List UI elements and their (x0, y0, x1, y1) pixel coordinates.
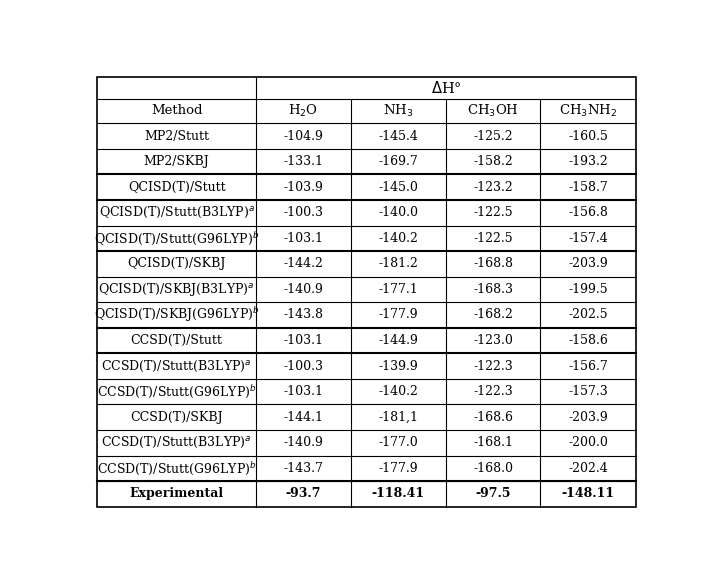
Text: -202.4: -202.4 (568, 462, 608, 475)
Text: -97.5: -97.5 (475, 487, 511, 501)
Text: -177.9: -177.9 (378, 462, 418, 475)
Text: CCSD(T)/SKBJ: CCSD(T)/SKBJ (130, 411, 223, 424)
Text: MP2/Stutt: MP2/Stutt (144, 129, 209, 143)
Text: -140.2: -140.2 (378, 385, 418, 398)
Text: -158.2: -158.2 (473, 155, 513, 168)
Text: -122.5: -122.5 (473, 206, 513, 219)
Text: -140.9: -140.9 (283, 283, 323, 296)
Text: -168.8: -168.8 (473, 257, 513, 271)
Text: -168.6: -168.6 (473, 411, 513, 424)
Text: CCSD(T)/Stutt(B3LYP)$^a$: CCSD(T)/Stutt(B3LYP)$^a$ (102, 435, 252, 450)
Text: -181.2: -181.2 (378, 257, 418, 271)
Text: -203.9: -203.9 (568, 257, 608, 271)
Text: -140.9: -140.9 (283, 436, 323, 449)
Text: CCSD(T)/Stutt(B3LYP)$^a$: CCSD(T)/Stutt(B3LYP)$^a$ (102, 358, 252, 373)
Text: -118.41: -118.41 (372, 487, 425, 501)
Text: -144.2: -144.2 (283, 257, 323, 271)
Text: -122.3: -122.3 (473, 360, 513, 373)
Text: -203.9: -203.9 (568, 411, 608, 424)
Text: -177.9: -177.9 (378, 309, 418, 321)
Text: -168.0: -168.0 (473, 462, 513, 475)
Text: -122.3: -122.3 (473, 385, 513, 398)
Text: -133.1: -133.1 (283, 155, 323, 168)
Text: CCSD(T)/Stutt(G96LYP)$^b$: CCSD(T)/Stutt(G96LYP)$^b$ (97, 460, 257, 477)
Text: -168.3: -168.3 (473, 283, 513, 296)
Text: -100.3: -100.3 (283, 360, 323, 373)
Text: -145.0: -145.0 (378, 181, 418, 194)
Text: CCSD(T)/Stutt: CCSD(T)/Stutt (131, 334, 222, 347)
Text: -103.1: -103.1 (283, 334, 323, 347)
Text: -103.9: -103.9 (283, 181, 323, 194)
Text: -140.0: -140.0 (378, 206, 418, 219)
Text: QCISD(T)/Stutt(B3LYP)$^a$: QCISD(T)/Stutt(B3LYP)$^a$ (99, 205, 255, 220)
Text: -177.0: -177.0 (378, 436, 418, 449)
Text: -103.1: -103.1 (283, 385, 323, 398)
Text: -100.3: -100.3 (283, 206, 323, 219)
Text: -156.8: -156.8 (568, 206, 608, 219)
Text: -122.5: -122.5 (473, 232, 513, 245)
Text: QCISD(T)/Stutt: QCISD(T)/Stutt (128, 181, 225, 194)
Text: QCISD(T)/SKBJ(G96LYP)$^b$: QCISD(T)/SKBJ(G96LYP)$^b$ (94, 306, 260, 324)
Text: -181,1: -181,1 (378, 411, 418, 424)
Text: Experimental: Experimental (129, 487, 224, 501)
Text: -168.2: -168.2 (473, 309, 513, 321)
Text: -123.0: -123.0 (473, 334, 513, 347)
Text: -158.7: -158.7 (568, 181, 608, 194)
Text: -140.2: -140.2 (378, 232, 418, 245)
Text: -200.0: -200.0 (568, 436, 608, 449)
Text: $\Delta$H°: $\Delta$H° (430, 80, 461, 96)
Text: -144.9: -144.9 (378, 334, 418, 347)
Text: -125.2: -125.2 (473, 129, 513, 143)
Text: -103.1: -103.1 (283, 232, 323, 245)
Text: CH$_3$OH: CH$_3$OH (467, 103, 519, 119)
Text: -145.4: -145.4 (378, 129, 418, 143)
Text: -143.8: -143.8 (283, 309, 323, 321)
Text: Method: Method (151, 105, 202, 117)
Text: QCISD(T)/SKBJ: QCISD(T)/SKBJ (127, 257, 226, 271)
Text: MP2/SKBJ: MP2/SKBJ (144, 155, 209, 168)
Text: -169.7: -169.7 (378, 155, 418, 168)
Text: CCSD(T)/Stutt(G96LYP)$^b$: CCSD(T)/Stutt(G96LYP)$^b$ (97, 383, 257, 400)
Text: -104.9: -104.9 (283, 129, 323, 143)
Text: -156.7: -156.7 (568, 360, 608, 373)
Text: -168.1: -168.1 (473, 436, 513, 449)
Text: NH$_3$: NH$_3$ (383, 103, 413, 119)
Text: QCISD(T)/SKBJ(B3LYP)$^a$: QCISD(T)/SKBJ(B3LYP)$^a$ (99, 281, 255, 298)
Text: -123.2: -123.2 (473, 181, 513, 194)
Text: -93.7: -93.7 (286, 487, 321, 501)
Text: -177.1: -177.1 (378, 283, 418, 296)
Text: -144.1: -144.1 (283, 411, 323, 424)
Text: -157.3: -157.3 (568, 385, 608, 398)
Text: -143.7: -143.7 (283, 462, 323, 475)
Text: -148.11: -148.11 (561, 487, 615, 501)
Text: -202.5: -202.5 (568, 309, 608, 321)
Text: -158.6: -158.6 (568, 334, 608, 347)
Text: QCISD(T)/Stutt(G96LYP)$^b$: QCISD(T)/Stutt(G96LYP)$^b$ (94, 230, 259, 247)
Text: CH$_3$NH$_2$: CH$_3$NH$_2$ (559, 103, 617, 119)
Text: H$_2$O: H$_2$O (288, 103, 318, 119)
Text: -193.2: -193.2 (568, 155, 608, 168)
Text: -199.5: -199.5 (568, 283, 608, 296)
Text: -157.4: -157.4 (568, 232, 608, 245)
Text: -139.9: -139.9 (378, 360, 418, 373)
Text: -160.5: -160.5 (568, 129, 608, 143)
